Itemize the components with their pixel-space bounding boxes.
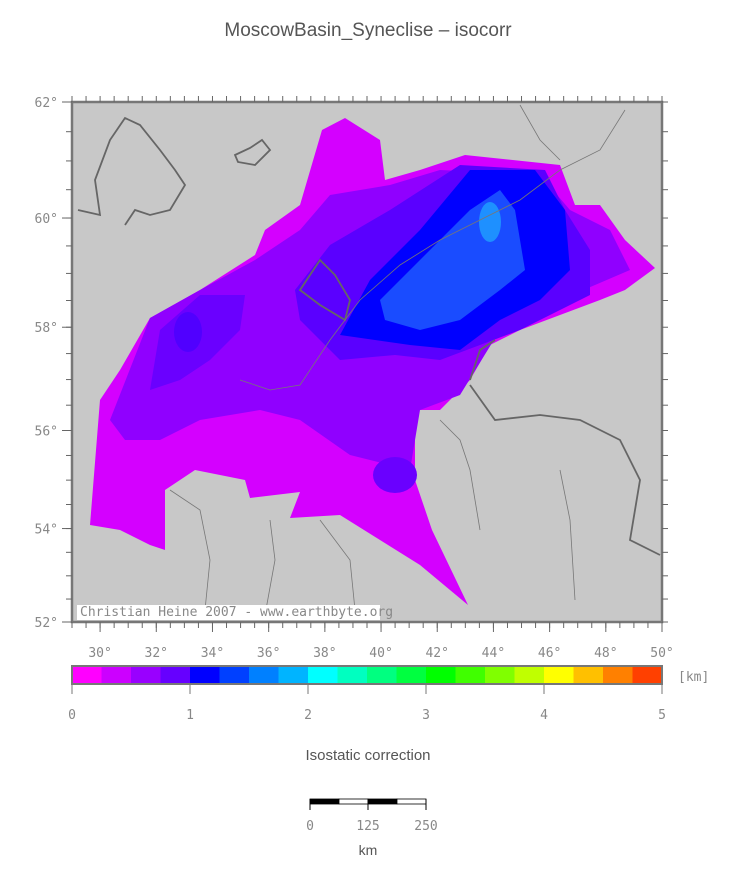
volga xyxy=(469,339,661,556)
colorbar-swatch xyxy=(219,666,250,684)
lon-tick-label: 38° xyxy=(313,646,336,661)
map-axes: 30° 32° 34° 36° 38° 40° 42° 44° 46° 48° 50° 52° 54° 5… xyxy=(35,96,674,661)
lat-tick-label: 52° xyxy=(35,616,58,631)
lat-tick-label: 62° xyxy=(35,96,58,111)
contour-local xyxy=(174,312,202,352)
lon-tick-label: 34° xyxy=(201,646,224,661)
colorbar-swatch xyxy=(101,666,132,684)
colorbar-swatch xyxy=(337,666,368,684)
colorbar-tick-label: 2 xyxy=(304,708,312,723)
colorbar-swatch xyxy=(514,666,545,684)
credit: Christian Heine 2007 - www.earthbyte.org xyxy=(80,605,393,620)
scale-tick-label: 0 xyxy=(306,819,314,834)
lon-tick-label: 44° xyxy=(482,646,505,661)
colorbar: 0 1 2 3 4 5 xyxy=(68,665,666,723)
colorbar-tick-label: 3 xyxy=(422,708,430,723)
colorbar-swatch xyxy=(249,666,279,684)
scale-unit: km xyxy=(359,842,378,858)
lake-onega xyxy=(233,138,272,166)
colorbar-swatch xyxy=(573,666,604,684)
map-frame: Christian Heine 2007 - www.earthbyte.org xyxy=(70,100,664,624)
contour-5 xyxy=(479,202,501,242)
colorbar-swatch xyxy=(632,666,663,684)
colorbar-swatch xyxy=(308,666,338,684)
colorbar-swatch xyxy=(455,666,486,684)
title: MoscowBasin_Syneclise – isocorr xyxy=(224,20,512,41)
scale-tick-label: 125 xyxy=(356,819,379,834)
rybinsk-reservoir xyxy=(298,258,351,322)
lat-tick-label: 58° xyxy=(35,321,58,336)
scale-segment xyxy=(338,798,369,805)
colorbar-tick-label: 1 xyxy=(186,708,194,723)
lon-tick-label: 50° xyxy=(650,646,673,661)
colorbar-swatch xyxy=(603,666,633,684)
scale-segment xyxy=(367,798,398,805)
colorbar-tick-label: 5 xyxy=(658,708,666,723)
colorbar-tick-label: 4 xyxy=(540,708,548,723)
lon-tick-label: 48° xyxy=(594,646,617,661)
colorbar-swatch xyxy=(190,666,220,684)
scale-segment xyxy=(309,798,340,805)
lake-ladoga xyxy=(77,116,187,226)
colorbar-swatch xyxy=(396,666,427,684)
rivers xyxy=(169,104,626,616)
colorbar-swatch xyxy=(131,666,161,684)
colorbar-tick-label: 0 xyxy=(68,708,76,723)
colorbar-swatch xyxy=(426,666,456,684)
colorbar-swatch xyxy=(544,666,574,684)
lon-tick-label: 40° xyxy=(369,646,392,661)
colorbar-swatch xyxy=(278,666,309,684)
lon-tick-label: 42° xyxy=(425,646,448,661)
colorbar-swatch xyxy=(72,666,102,684)
colorbar-swatch xyxy=(367,666,397,684)
contour-local xyxy=(373,457,417,493)
lat-tick-label: 60° xyxy=(35,212,58,227)
colorbar-swatch xyxy=(485,666,515,684)
scale-segment xyxy=(396,798,427,805)
colorbar-border xyxy=(71,665,663,685)
colorbar-label: Isostatic correction xyxy=(305,747,430,764)
colorbar-unit: [km] xyxy=(678,670,709,685)
anomaly-field xyxy=(90,118,655,605)
lon-tick-label: 32° xyxy=(145,646,168,661)
colorbar-swatch xyxy=(160,666,191,684)
credit-box xyxy=(77,605,380,620)
lat-tick-label: 54° xyxy=(35,523,58,538)
lat-tick-label: 56° xyxy=(35,424,58,439)
scale-tick-label: 250 xyxy=(414,819,437,834)
scale-bar: 0 125 250 xyxy=(306,798,438,834)
lon-tick-label: 30° xyxy=(88,646,111,661)
coastlines xyxy=(77,116,661,556)
lon-tick-label: 36° xyxy=(257,646,280,661)
lon-tick-label: 46° xyxy=(538,646,561,661)
